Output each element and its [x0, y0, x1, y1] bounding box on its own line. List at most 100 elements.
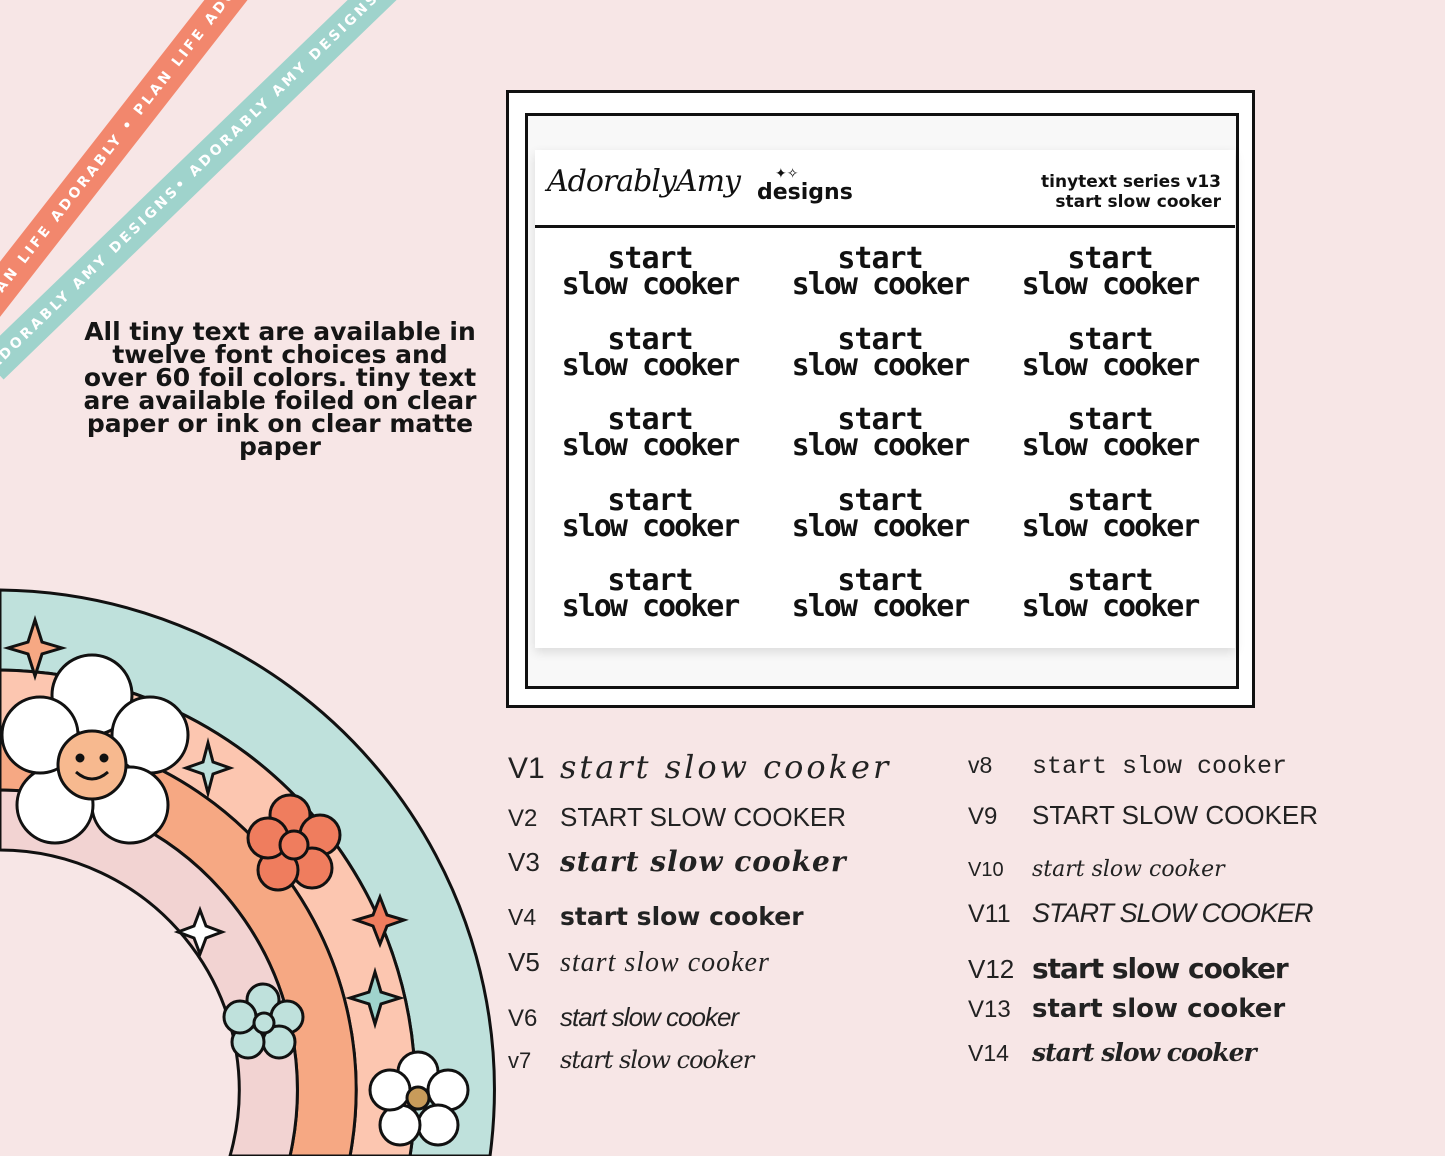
font-version-row: V9 START SLOW COOKER [968, 800, 1318, 831]
orange-flower-icon [246, 793, 342, 892]
font-version-sample: start slow cooker [560, 748, 892, 786]
sticker-sheet: AdorablyAmy ✦✧ designs tinytext series v… [535, 150, 1235, 648]
font-version-row: v8 start slow cooker [968, 752, 1287, 781]
teal-flower-icon [222, 982, 305, 1060]
sticker-line1: start [1067, 241, 1153, 276]
series-title: tinytext series v13 start slow cooker [1041, 172, 1221, 212]
font-version-sample: START SLOW COOKER [1032, 800, 1319, 830]
sticker: start slow cooker [765, 480, 995, 561]
sticker-line2: slow cooker [561, 589, 741, 624]
font-version-row: V10 start slow cooker [968, 857, 1225, 882]
font-version-row: v7 start slow cooker [508, 1046, 754, 1074]
sticker: start slow cooker [765, 399, 995, 480]
font-version-row: V4 start slow cooker [508, 902, 804, 931]
font-version-row: V14 start slow cooker [968, 1038, 1257, 1067]
font-version-label: V4 [508, 904, 537, 930]
sticker-line1: start [1067, 482, 1153, 518]
sticker-line1: start [1067, 563, 1153, 598]
font-version-row: V2 START SLOW COOKER [508, 802, 846, 833]
font-version-label: V12 [968, 954, 1015, 984]
sticker-line1: start [607, 241, 693, 276]
font-version-label: V9 [968, 803, 998, 830]
sticker-line1: start [607, 563, 693, 598]
font-version-row: V1 start slow cooker [508, 748, 891, 786]
sticker-line1: start [607, 482, 693, 518]
sparkle-icon [2, 615, 68, 681]
sticker: start slow cooker [995, 319, 1225, 400]
sticker-line2: slow cooker [791, 267, 971, 302]
sparkle-icon [181, 737, 235, 799]
series-title-line1: tinytext series v13 [1041, 172, 1221, 192]
sticker-line2: slow cooker [1021, 428, 1201, 463]
font-version-sample: start slow cooker [560, 902, 804, 931]
font-version-label: V6 [508, 1005, 538, 1032]
sheet-header: AdorablyAmy ✦✧ designs tinytext series v… [535, 150, 1235, 228]
sticker-line2: slow cooker [1021, 508, 1201, 544]
sticker-line2: slow cooker [561, 267, 741, 302]
sticker-line1: start [837, 241, 923, 276]
font-version-label: V14 [968, 1040, 1009, 1066]
sticker-line1: start [1067, 402, 1153, 437]
brand-logo-designs: designs [757, 180, 853, 205]
font-version-sample: start slow cooker [560, 947, 770, 978]
font-version-sample: START SLOW COOKER [560, 802, 847, 832]
font-version-sample: start slow cooker [1032, 752, 1288, 781]
sticker: start slow cooker [535, 399, 765, 480]
sticker-grid: start slow cooker start slow cooker start slo… [535, 238, 1235, 641]
sticker-line1: start [837, 402, 923, 437]
font-version-label: V2 [508, 805, 538, 832]
sticker-line2: slow cooker [791, 508, 971, 544]
sparkle-icon [173, 905, 227, 959]
sticker-line1: start [607, 402, 693, 437]
sticker-line1: start [607, 321, 693, 357]
sticker-line2: slow cooker [1021, 347, 1201, 383]
sticker: start slow cooker [995, 560, 1225, 641]
font-version-row: V3 start slow cooker [508, 845, 847, 878]
sparkle-icon [351, 892, 409, 949]
sticker-line2: slow cooker [791, 347, 971, 383]
sticker-line2: slow cooker [561, 428, 741, 463]
font-version-label: v7 [508, 1048, 532, 1073]
sticker: start slow cooker [765, 238, 995, 319]
sticker: start slow cooker [995, 399, 1225, 480]
rainbow-illustration [0, 588, 496, 1156]
font-version-label: v8 [968, 752, 993, 778]
sticker-line2: slow cooker [1021, 589, 1201, 624]
font-version-sample: start slow cooker [1032, 952, 1289, 985]
sticker: start slow cooker [995, 480, 1225, 561]
font-version-row: V6 start slow cooker [508, 1002, 739, 1033]
font-version-sample: START SLOW COOKER [1032, 898, 1314, 928]
sticker-line1: start [837, 321, 923, 357]
font-version-label: V13 [968, 996, 1011, 1023]
sticker-line2: slow cooker [561, 347, 741, 383]
font-version-label: V1 [508, 752, 545, 785]
sparkle-icon [345, 966, 405, 1030]
font-version-sample: start slow cooker [560, 1002, 739, 1032]
font-version-row: V13 start slow cooker [968, 994, 1285, 1024]
product-info-text: All tiny text are available in twelve fo… [83, 317, 477, 461]
sticker: start slow cooker [535, 319, 765, 400]
white-flower-icon [368, 1050, 470, 1147]
font-version-label: V5 [508, 947, 540, 977]
sticker-line2: slow cooker [561, 508, 741, 544]
sticker: start slow cooker [535, 238, 765, 319]
sticker-line2: slow cooker [791, 428, 971, 463]
sparkle-icon: ✦✧ [775, 166, 799, 182]
sticker-line1: start [837, 482, 923, 518]
font-version-sample: start slow cooker [1032, 994, 1286, 1024]
font-version-label: V11 [968, 900, 1011, 928]
font-version-sample: start slow cooker [1032, 857, 1225, 882]
font-version-row: V11 START SLOW COOKER [968, 898, 1314, 929]
sticker: start slow cooker [535, 560, 765, 641]
sticker: start slow cooker [765, 319, 995, 400]
sticker: start slow cooker [535, 480, 765, 561]
font-version-label: V3 [508, 847, 540, 877]
sticker-line2: slow cooker [1021, 267, 1201, 302]
font-version-sample: start slow cooker [560, 1046, 754, 1074]
sticker: start slow cooker [995, 238, 1225, 319]
sticker-line1: start [1067, 321, 1153, 357]
brand-logo-script: AdorablyAmy [547, 164, 741, 199]
sticker: start slow cooker [765, 560, 995, 641]
font-version-sample: start slow cooker [560, 845, 847, 878]
smiley-daisy-icon [0, 653, 190, 845]
